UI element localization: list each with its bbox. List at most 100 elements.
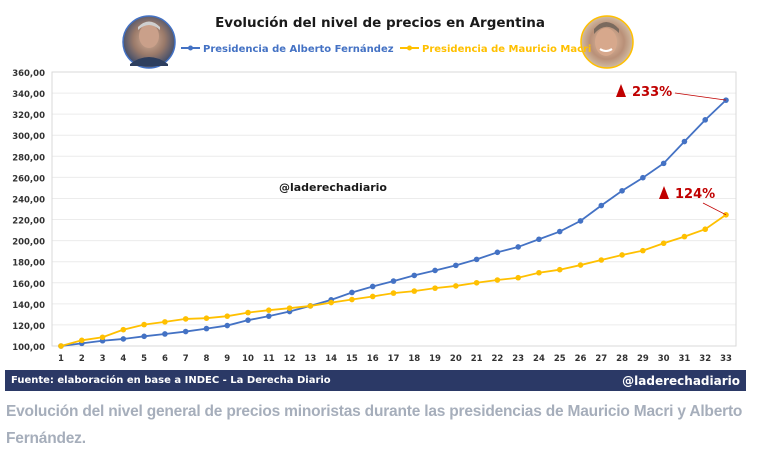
- data-point: [78, 337, 85, 344]
- x-tick-label: 3: [100, 354, 106, 364]
- x-tick-label: 23: [512, 354, 524, 364]
- data-point: [598, 257, 605, 263]
- data-point: [494, 249, 501, 256]
- legend: Presidencia de Alberto Fernández Preside…: [181, 43, 591, 55]
- data-point: [369, 283, 376, 290]
- x-tick-label: 1: [58, 354, 64, 364]
- data-point: [203, 315, 210, 321]
- data-point: [473, 279, 480, 286]
- gridlines: [52, 71, 736, 347]
- data-point: [536, 269, 542, 276]
- data-point: [515, 274, 521, 281]
- data-point: [660, 240, 667, 247]
- data-point: [702, 226, 709, 233]
- y-tick-label: 200,00: [12, 238, 45, 248]
- y-tick-label: 340,00: [12, 90, 45, 100]
- legend-label-fernandez: Presidencia de Alberto Fernández: [203, 43, 394, 55]
- data-point: [577, 218, 584, 224]
- data-point: [369, 293, 376, 300]
- x-tick-label: 9: [224, 354, 230, 364]
- x-tick-label: 17: [388, 354, 400, 364]
- data-point: [349, 289, 355, 296]
- series-line: [60, 99, 727, 347]
- data-point: [640, 247, 646, 254]
- y-tick-label: 100,00: [12, 343, 45, 353]
- data-point: [681, 138, 688, 145]
- y-tick-label: 300,00: [12, 132, 45, 142]
- data-point: [536, 236, 542, 243]
- x-tick-label: 26: [575, 354, 587, 364]
- image-caption: Evolución del nivel general de precios m…: [6, 403, 743, 447]
- y-tick-label: 360,00: [12, 69, 45, 79]
- plot-frame: [51, 71, 737, 347]
- source-footer: Fuente: elaboración en base a INDEC - La…: [5, 370, 746, 391]
- x-tick-label: 24: [533, 354, 545, 364]
- chart-title: Evolución del nivel de precios en Argent…: [215, 15, 545, 31]
- x-tick-label: 27: [595, 354, 607, 364]
- x-tick-label: 31: [679, 354, 691, 364]
- data-point: [411, 288, 418, 294]
- series-macri: [58, 211, 729, 349]
- data-point: [286, 305, 293, 311]
- x-tick-label: 16: [367, 354, 379, 364]
- x-tick-label: 13: [304, 354, 316, 364]
- x-tick-label: 6: [162, 354, 168, 364]
- data-point: [266, 313, 272, 319]
- x-tick-label: 10: [242, 354, 254, 364]
- x-tick-label: 7: [183, 354, 189, 364]
- annotation-fernandez-label: 233%: [632, 85, 672, 100]
- source-text: Fuente: elaboración en base a INDEC - La…: [11, 375, 331, 386]
- up-triangle-icon: [659, 186, 669, 199]
- x-tick-label: 8: [204, 354, 210, 364]
- legend-item-fernandez: Presidencia de Alberto Fernández: [181, 43, 394, 55]
- data-point: [556, 228, 563, 235]
- data-point: [660, 160, 667, 167]
- x-tick-label: 22: [491, 354, 503, 364]
- data-point: [141, 321, 147, 328]
- data-point: [577, 262, 584, 268]
- legend-item-macri: Presidencia de Mauricio Macri: [400, 44, 591, 55]
- x-tick-label: 18: [408, 354, 420, 364]
- y-tick-label: 280,00: [12, 153, 45, 163]
- x-tick-label: 21: [471, 354, 483, 364]
- data-point: [453, 262, 459, 269]
- data-point: [619, 187, 625, 194]
- y-tick-label: 120,00: [12, 322, 45, 332]
- x-tick-label: 33: [720, 354, 732, 364]
- x-tick-label: 5: [141, 354, 147, 364]
- data-point: [182, 328, 189, 335]
- chart: Evolución del nivel de precios en Argent…: [12, 15, 737, 364]
- data-point: [162, 331, 168, 337]
- data-point: [99, 334, 106, 341]
- data-point: [120, 336, 127, 342]
- y-tick-label: 140,00: [12, 301, 45, 311]
- data-point: [224, 313, 231, 319]
- data-point: [681, 233, 688, 240]
- annotation-macri-label: 124%: [675, 187, 715, 202]
- data-point: [640, 174, 646, 181]
- data-point: [349, 296, 355, 303]
- annotation-macri-leader: [702, 202, 727, 216]
- data-point: [58, 343, 64, 349]
- data-point: [245, 317, 251, 323]
- x-tick-label: 20: [450, 354, 462, 364]
- data-point: [245, 309, 251, 316]
- legend-label-macri: Presidencia de Mauricio Macri: [422, 44, 591, 55]
- x-tick-label: 29: [637, 354, 649, 364]
- data-point: [328, 299, 334, 306]
- data-point: [494, 277, 501, 283]
- x-tick-label: 4: [120, 354, 126, 364]
- data-point: [203, 325, 210, 332]
- data-point: [598, 202, 605, 209]
- footer-handle: @laderechadiario: [622, 373, 740, 388]
- data-point: [619, 252, 625, 258]
- avatar-macri: [580, 15, 634, 69]
- data-point: [473, 256, 480, 263]
- x-tick-label: 15: [346, 354, 358, 364]
- data-point: [390, 278, 397, 284]
- x-tick-label: 2: [79, 354, 85, 364]
- series-group: [58, 97, 729, 349]
- x-tick-label: 32: [699, 354, 711, 364]
- y-tick-label: 160,00: [12, 280, 45, 290]
- data-point: [120, 326, 127, 333]
